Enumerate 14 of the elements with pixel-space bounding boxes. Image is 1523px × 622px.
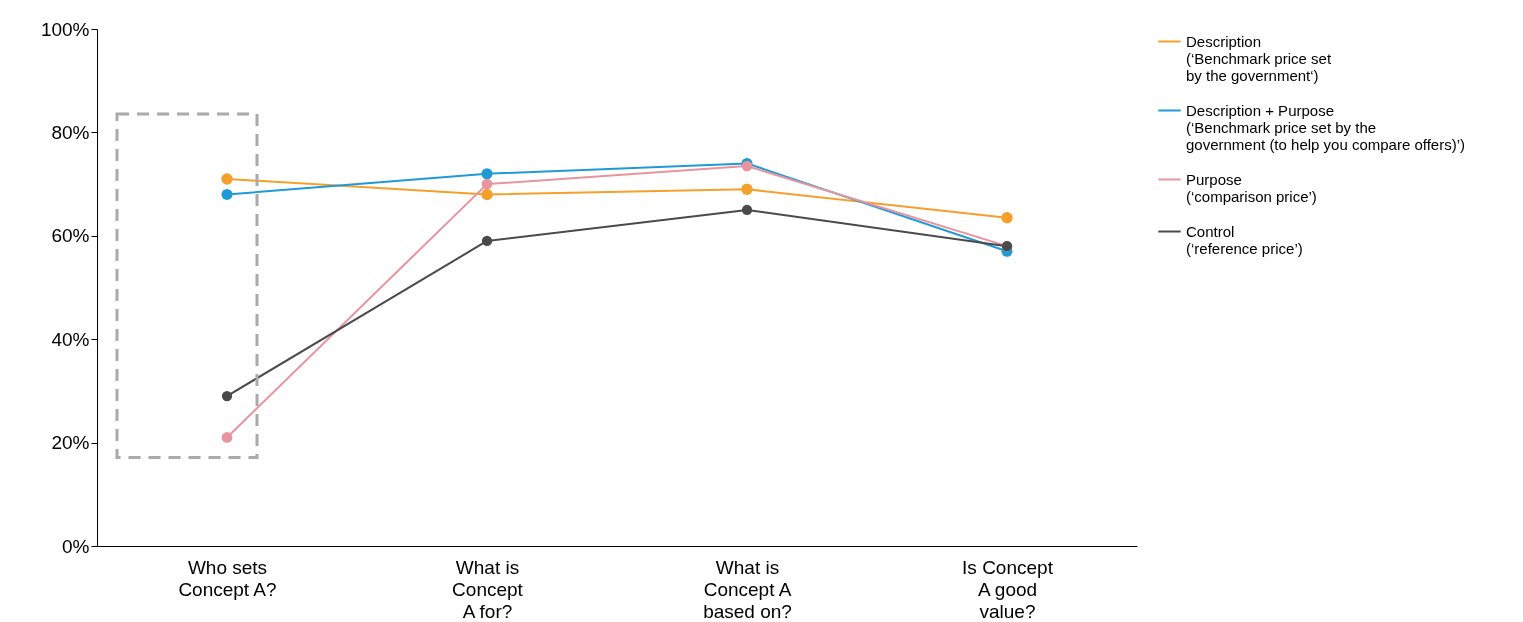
- x-tick-label: Is Concept A good value?: [962, 556, 1054, 622]
- legend-label: Purpose (‘comparison price’): [1186, 170, 1317, 205]
- y-tick-label: 100%: [40, 18, 90, 40]
- y-tick-label: 40%: [51, 328, 90, 350]
- legend-label: Description (‘Benchmark price set by the government‘): [1186, 32, 1332, 84]
- y-tick-label: 20%: [51, 432, 90, 454]
- legend-label: Control (‘reference price’): [1186, 222, 1303, 257]
- y-tick-label: 80%: [51, 121, 90, 143]
- y-tick-label: 0%: [62, 535, 90, 557]
- y-tick-label: 60%: [51, 225, 90, 247]
- x-tick-label: Who sets Concept A?: [178, 556, 277, 600]
- x-tick-label: What is Concept A for?: [452, 556, 524, 622]
- legend-label: Description + Purpose (‘Benchmark price set by the government (to help you compare offers)’): [1186, 101, 1466, 153]
- x-tick-label: What is Concept A based on?: [703, 556, 792, 622]
